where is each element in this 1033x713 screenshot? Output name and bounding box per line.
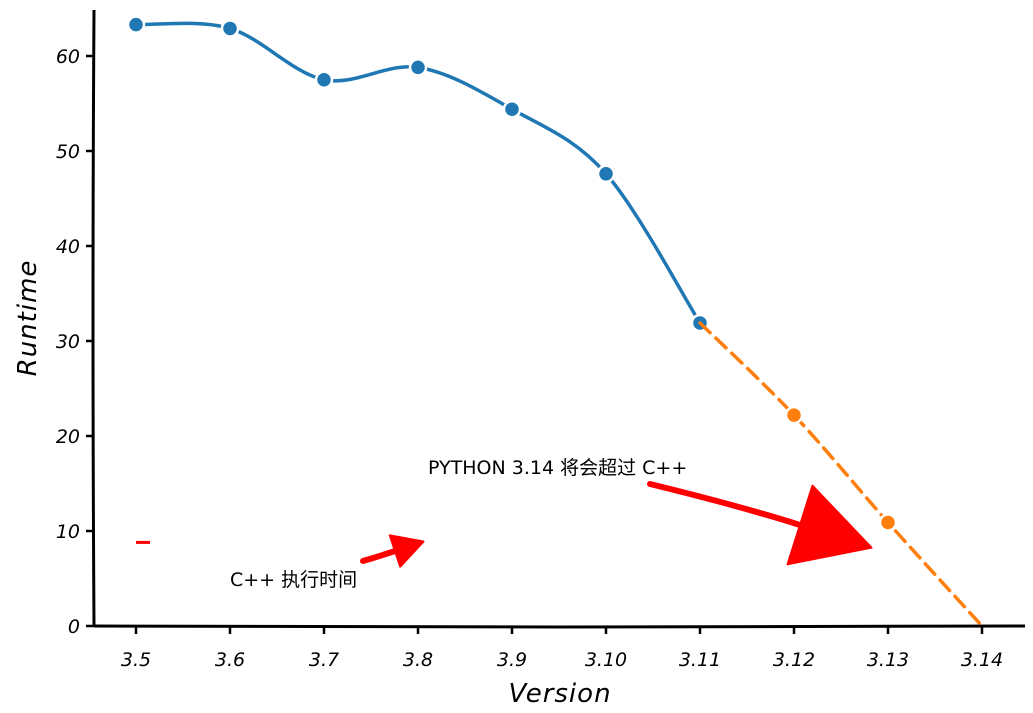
- x-tick-label: 3.10: [585, 649, 627, 671]
- x-tick-label: 3.5: [121, 649, 151, 671]
- measured-point: [314, 70, 334, 89]
- cpp-runtime-annotation: C++ 执行时间: [230, 569, 357, 591]
- y-tick-label: 60: [56, 46, 80, 68]
- python-annotation-arrow-shaft: [647, 481, 803, 528]
- measured-point: [126, 15, 146, 34]
- plot-area: [126, 15, 984, 628]
- cpp-annotation-arrow-shaft: [360, 548, 398, 564]
- python-annotation-arrow-head: [786, 484, 873, 566]
- y-tick-label: 30: [56, 331, 80, 353]
- measured-point: [502, 99, 522, 119]
- y-tick-label: 20: [56, 426, 80, 448]
- measured-point: [220, 19, 240, 38]
- projected-point: [784, 405, 804, 425]
- y-tick-label: 40: [56, 236, 80, 258]
- y-axis-spine: [91, 9, 96, 627]
- y-tick-label: 10: [56, 521, 80, 543]
- x-tick-label: 3.11: [679, 649, 721, 671]
- y-tick-label: 0: [68, 616, 80, 638]
- projected-point: [878, 513, 898, 532]
- axes: 0 10 20 30 40 50 60 3.5 3.6 3.7 3.8 3.9 3.10 3.11 3.12…: [56, 9, 1026, 671]
- x-tick-label: 3.9: [497, 649, 527, 671]
- python-overtake-annotation: PYTHON 3.14 将会超过 C++: [428, 457, 687, 479]
- x-tick-label: 3.7: [309, 649, 339, 671]
- x-tick-label: 3.14: [961, 649, 1003, 671]
- x-tick-label: 3.6: [215, 649, 245, 671]
- x-tick-label: 3.12: [773, 649, 815, 671]
- x-tick-label: 3.8: [403, 649, 433, 671]
- y-axis-label: Runtime: [13, 260, 43, 377]
- measured-point: [408, 58, 428, 77]
- y-tick-label: 50: [56, 141, 80, 163]
- cpp-annotation-arrow-head: [388, 534, 425, 568]
- x-axis-label: Version: [508, 679, 611, 709]
- measured-point: [596, 164, 616, 184]
- x-axis-spine: [93, 624, 1026, 629]
- x-tick-label: 3.13: [867, 649, 909, 671]
- projected-series-line: [698, 321, 984, 628]
